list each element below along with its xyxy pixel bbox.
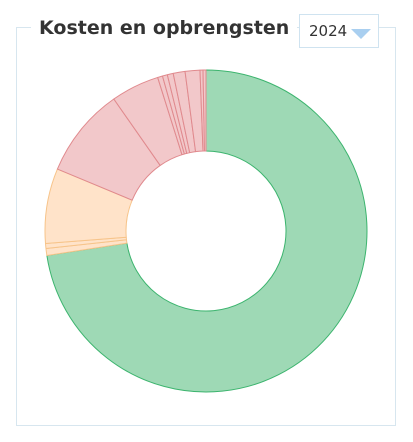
year-select[interactable]: 2024 [299, 14, 379, 48]
chevron-down-icon[interactable] [351, 29, 371, 40]
chart-title: Kosten en opbrengsten [31, 14, 298, 42]
year-select-value: 2024 [309, 22, 348, 40]
donut-slice-13[interactable] [202, 69, 207, 152]
donut-slice-1[interactable] [46, 69, 368, 393]
